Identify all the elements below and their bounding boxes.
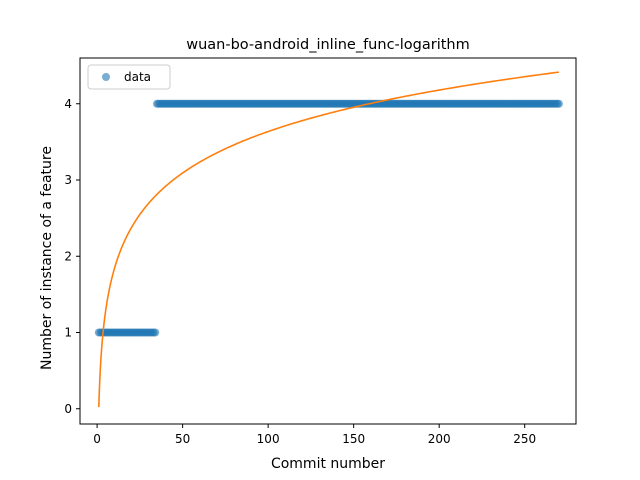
legend: data (87, 64, 171, 90)
legend-box (87, 64, 171, 90)
x-axis-label: Commit number (271, 456, 385, 472)
chart-title: wuan-bo-android_inline_func-logarithm (186, 37, 470, 53)
scatter-series-0 (94, 99, 563, 337)
y-tick-label: 4 (64, 97, 72, 111)
x-tick-label: 150 (342, 432, 365, 446)
legend-marker (102, 73, 110, 81)
x-tick-label: 50 (175, 432, 190, 446)
data-point (554, 99, 563, 108)
y-tick-label: 3 (64, 173, 72, 187)
plot-area: 0 50 100 150 200 250 0 1 2 3 4 data (64, 57, 577, 446)
y-tick-label: 2 (64, 249, 72, 263)
x-tick-label: 100 (257, 432, 280, 446)
x-tick-label: 200 (428, 432, 451, 446)
y-tick-label: 1 (64, 326, 72, 340)
x-tick-label: 250 (513, 432, 536, 446)
y-tick-label: 0 (64, 402, 72, 416)
data-point (151, 328, 160, 337)
fit-line-series-1 (98, 71, 560, 408)
legend-label: data (124, 70, 151, 84)
y-axis-label: Number of instance of a feature (39, 146, 55, 370)
axes-frame (79, 57, 577, 425)
x-tick-label: 0 (93, 432, 101, 446)
